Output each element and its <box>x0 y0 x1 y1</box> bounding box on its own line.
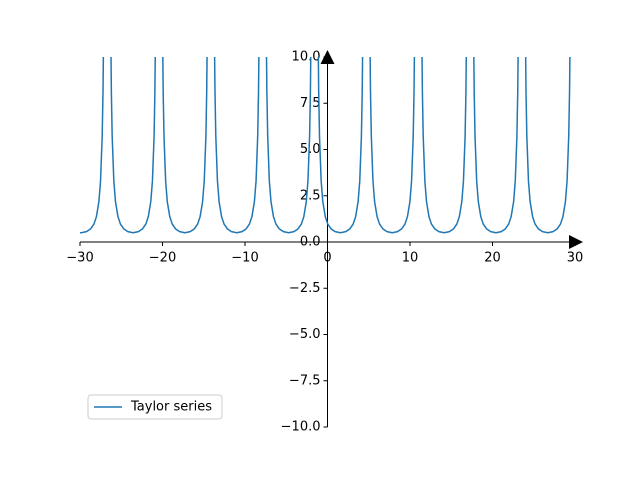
legend-box <box>87 394 223 420</box>
y-tick-label: 5.0 <box>300 142 321 157</box>
y-tick-label: −2.5 <box>289 281 321 296</box>
y-tick-label: −10.0 <box>281 420 321 435</box>
x-tick-label: 10 <box>402 251 419 266</box>
x-tick-label: 30 <box>567 251 584 266</box>
y-tick-label: −5.0 <box>289 327 321 342</box>
y-tick-label: −7.5 <box>289 373 321 388</box>
plot-area <box>80 57 571 234</box>
y-tick-label: 0.0 <box>300 235 321 250</box>
x-axis-arrow <box>569 235 583 249</box>
y-tick-label: 2.5 <box>300 188 321 203</box>
legend-label: Taylor series <box>130 400 212 415</box>
x-tick-label: −30 <box>66 251 93 266</box>
x-tick-label: −10 <box>231 251 258 266</box>
x-tick-label: 20 <box>484 251 501 266</box>
x-tick-label: −20 <box>149 251 176 266</box>
legend: Taylor series <box>87 394 223 420</box>
axes: −30 −20 −10 0 10 20 30 −10.0 −7.5 −5.0 −2.5 0.0 2.5 5… <box>66 50 583 435</box>
y-tick-label: 10.0 <box>292 50 321 65</box>
line-series <box>80 57 571 234</box>
x-tick-label: 0 <box>323 251 331 266</box>
